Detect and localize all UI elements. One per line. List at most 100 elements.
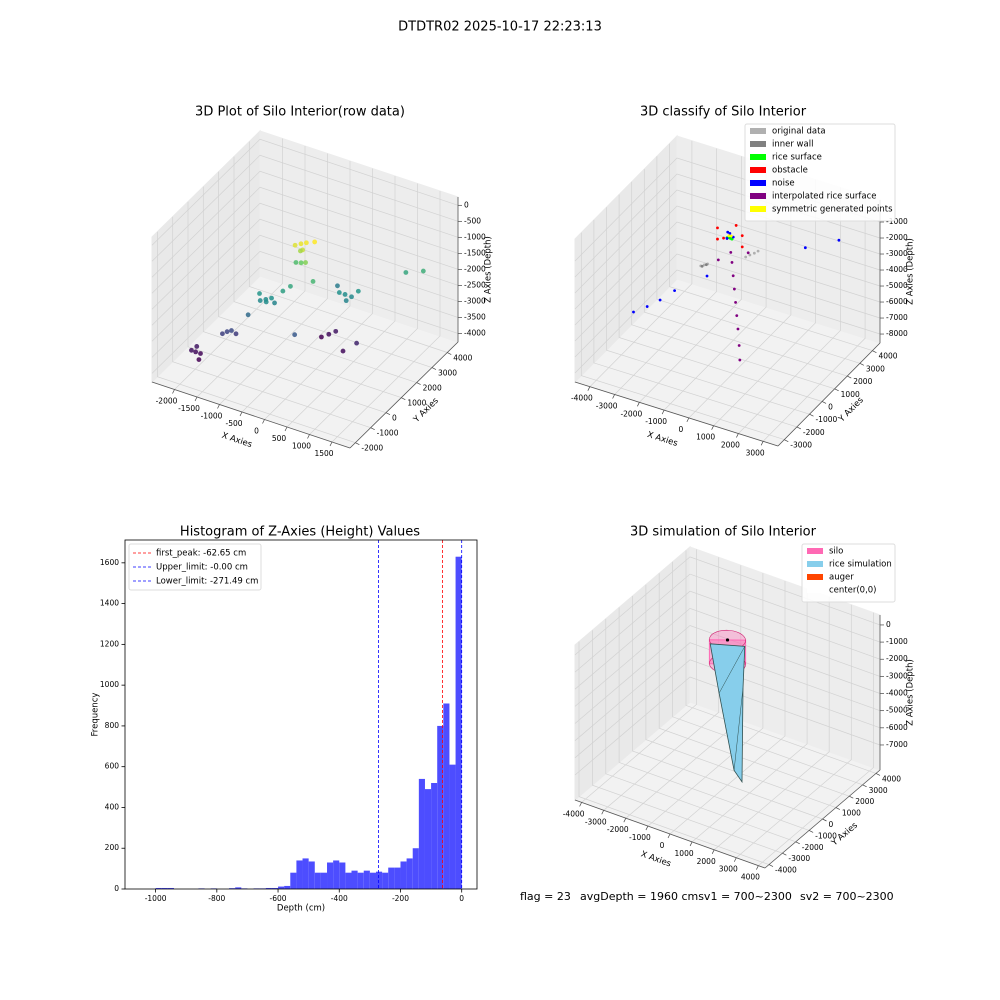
z-tick-label: -3000 — [886, 671, 908, 680]
z-grid-line — [151, 186, 459, 294]
point — [752, 251, 756, 255]
chart-title: 3D Plot of Silo Interior(row data) — [195, 105, 405, 120]
z-tick-label: -1000 — [464, 232, 486, 241]
z-axis-label: Z Axies (Depth) — [906, 238, 916, 305]
y-tick-label: -1000 — [377, 429, 399, 438]
x-axis — [574, 381, 779, 447]
point — [740, 245, 744, 249]
point — [189, 347, 194, 353]
point — [298, 248, 303, 254]
center-point — [725, 638, 730, 642]
figure-title: DTDTR02 2025-10-17 22:23:13 — [398, 20, 602, 35]
point — [298, 260, 304, 266]
y-grid-line — [172, 216, 371, 429]
legend-box — [801, 543, 896, 603]
point — [729, 234, 733, 238]
y-grid-line — [593, 219, 798, 428]
y-tick-label: 3000 — [438, 369, 457, 378]
point — [722, 236, 725, 240]
y-grid-line — [157, 231, 356, 444]
point — [748, 253, 752, 257]
point — [336, 290, 342, 295]
legend-swatch — [807, 561, 823, 567]
bar — [314, 872, 321, 889]
y-grid-line — [578, 641, 770, 865]
chart-title: Histogram of Z-Axies (Height) Values — [180, 525, 420, 540]
x-tick — [194, 396, 198, 402]
z-tick-label: -3000 — [886, 249, 908, 258]
point — [257, 298, 263, 303]
point — [310, 279, 316, 284]
point — [280, 288, 286, 294]
point — [193, 349, 199, 355]
y-grid-line — [592, 630, 783, 854]
bar — [351, 870, 358, 889]
z-tick-label: -5000 — [886, 706, 908, 715]
bar — [155, 887, 162, 889]
y-tick-label: 800 — [105, 721, 120, 730]
bar — [424, 789, 432, 889]
legend-swatch — [807, 548, 823, 554]
z-grid-line — [574, 676, 881, 776]
y-tick-label: -3000 — [790, 441, 812, 450]
x-tick-label: -4000 — [563, 809, 585, 818]
point — [732, 287, 736, 291]
y-axis — [777, 342, 881, 447]
legend-label: Upper_limit: -0.00 cm — [156, 563, 248, 573]
y-tick-label: 4000 — [882, 774, 901, 783]
x-tick-label: 500 — [272, 434, 287, 443]
y-tick-label: 3000 — [869, 786, 888, 795]
y-tick-label: 3000 — [866, 364, 885, 373]
bar — [296, 860, 303, 889]
bar — [265, 887, 272, 889]
point — [746, 251, 750, 255]
point — [729, 250, 733, 254]
z-grid-line — [574, 573, 881, 673]
footer-flag: flag = 23 — [520, 890, 571, 903]
point — [727, 234, 731, 238]
legend-label: noise — [772, 179, 795, 189]
point — [292, 242, 298, 248]
point — [700, 264, 704, 268]
point — [734, 224, 738, 227]
legend-swatch — [807, 587, 823, 593]
x-tick-label: 0 — [459, 894, 464, 903]
x-tick-label: 0 — [678, 425, 683, 434]
x-tick-label: -1000 — [201, 412, 223, 421]
y-tick — [401, 397, 406, 400]
point — [837, 238, 841, 242]
point — [726, 230, 730, 234]
x-tick-label: 1000 — [292, 442, 311, 451]
x-tick — [307, 434, 310, 439]
legend-label: Lower_limit: -271.49 cm — [156, 577, 258, 587]
bar — [271, 887, 279, 889]
z-tick-label: -1000 — [886, 217, 908, 226]
point — [343, 298, 349, 304]
x-tick — [579, 802, 582, 807]
z-tick-label: -5000 — [886, 281, 908, 290]
y-tick-label: 4000 — [453, 354, 472, 363]
bar — [167, 887, 174, 889]
point — [303, 240, 309, 246]
y-tick-label: 4000 — [878, 352, 897, 361]
y-tick-label: 1000 — [407, 399, 426, 408]
y-tick-label: 600 — [105, 762, 120, 771]
point — [403, 270, 409, 275]
x-grid-line — [589, 140, 693, 387]
x-tick — [172, 389, 175, 394]
bar — [455, 556, 462, 889]
point — [229, 328, 234, 333]
y-tick-label: -2000 — [361, 444, 383, 453]
z-tick-label: -2000 — [464, 264, 486, 273]
x-grid-line — [691, 588, 808, 843]
point — [735, 314, 739, 318]
point — [349, 294, 354, 300]
y-tick-label: 1600 — [100, 558, 119, 567]
bar — [406, 858, 413, 889]
x-grid-line — [738, 187, 841, 434]
y-tick — [768, 864, 774, 867]
z-grid-line — [574, 642, 881, 741]
y-grid-line — [605, 618, 796, 843]
bar — [394, 867, 401, 889]
